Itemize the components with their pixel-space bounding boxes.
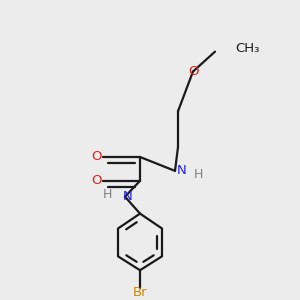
Text: H: H [103, 188, 112, 200]
Text: H: H [194, 168, 203, 182]
Text: N: N [176, 164, 186, 177]
Text: O: O [188, 65, 198, 78]
Text: CH₃: CH₃ [235, 43, 260, 56]
Text: O: O [92, 174, 102, 187]
Text: N: N [123, 190, 132, 203]
Text: Br: Br [133, 286, 147, 299]
Text: O: O [92, 151, 102, 164]
